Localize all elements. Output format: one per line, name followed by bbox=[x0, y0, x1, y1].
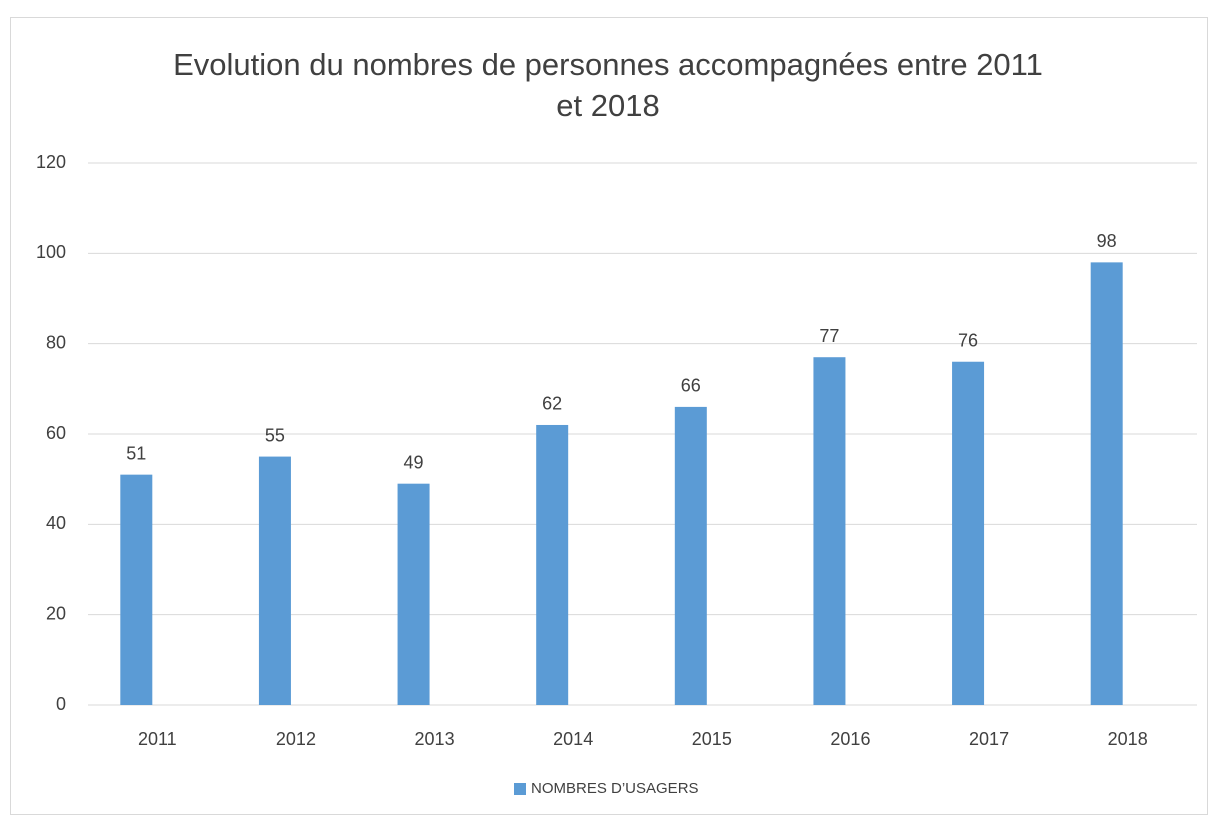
x-tick-label: 2018 bbox=[1108, 729, 1148, 749]
chart-frame bbox=[10, 17, 1208, 815]
bar bbox=[397, 483, 430, 705]
chart-title: Evolution du nombres de personnes accomp… bbox=[173, 47, 1043, 123]
x-tick-label: 2015 bbox=[692, 729, 732, 749]
legend-label: NOMBRES D’USAGERS bbox=[531, 780, 699, 797]
legend-swatch bbox=[514, 783, 526, 795]
y-tick-label: 20 bbox=[46, 603, 66, 623]
data-label: 77 bbox=[819, 326, 839, 346]
y-tick-label: 40 bbox=[46, 513, 66, 533]
x-tick-label: 2013 bbox=[415, 729, 455, 749]
y-tick-label: 80 bbox=[46, 332, 66, 352]
x-tick-label: 2012 bbox=[276, 729, 316, 749]
data-label: 98 bbox=[1097, 231, 1117, 251]
x-tick-label: 2017 bbox=[969, 729, 1009, 749]
y-tick-label: 60 bbox=[46, 423, 66, 443]
x-tick-label: 2011 bbox=[138, 729, 177, 749]
bar bbox=[536, 424, 569, 705]
data-label: 76 bbox=[958, 330, 978, 350]
data-label: 66 bbox=[681, 376, 701, 396]
bar bbox=[1090, 262, 1123, 705]
data-label: 51 bbox=[126, 443, 146, 463]
data-label: 49 bbox=[404, 452, 424, 472]
bar bbox=[813, 357, 846, 705]
y-tick-label: 100 bbox=[36, 242, 66, 262]
y-tick-label: 0 bbox=[56, 694, 66, 714]
bar bbox=[258, 456, 291, 705]
bar bbox=[120, 474, 153, 705]
y-tick-label: 120 bbox=[36, 152, 66, 172]
x-tick-label: 2016 bbox=[830, 729, 870, 749]
bar bbox=[674, 406, 707, 705]
x-tick-label: 2014 bbox=[553, 729, 593, 749]
data-label: 55 bbox=[265, 425, 285, 445]
bar bbox=[952, 361, 985, 705]
data-label: 62 bbox=[542, 394, 562, 414]
